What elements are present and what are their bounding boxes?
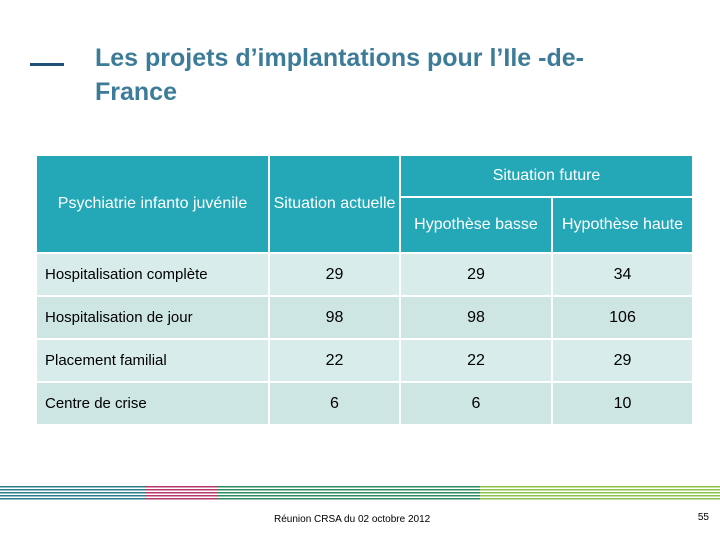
cell-low: 6 [399,381,551,424]
projects-table: Psychiatrie infanto juvénile Situation a… [37,156,692,424]
slide-title: Les projets d’implantations pour l’Ile -… [95,44,584,106]
table-row: Centre de crise 6 6 10 [37,381,692,424]
row-label: Hospitalisation de jour [37,295,268,338]
cell-current: 98 [268,295,399,338]
cell-low: 29 [399,252,551,295]
corner-header: Psychiatrie infanto juvénile [37,156,268,252]
cell-current: 22 [268,338,399,381]
low-hypothesis-header: Hypothèse basse [399,198,551,252]
row-label: Placement familial [37,338,268,381]
future-header: Situation future [399,156,692,198]
row-label: Centre de crise [37,381,268,424]
cell-low: 22 [399,338,551,381]
table-row: Placement familial 22 22 29 [37,338,692,381]
footer-stripes [0,486,720,500]
cell-high: 34 [551,252,692,295]
cell-high: 10 [551,381,692,424]
table-row: Hospitalisation de jour 98 98 106 [37,295,692,338]
footer-text: Réunion CRSA du 02 octobre 2012 [274,514,431,525]
cell-high: 29 [551,338,692,381]
cell-current: 29 [268,252,399,295]
row-label: Hospitalisation complète [37,252,268,295]
cell-current: 6 [268,381,399,424]
high-hypothesis-header: Hypothèse haute [551,198,692,252]
current-header: Situation actuelle [268,156,399,252]
title-accent-bar [30,63,64,66]
cell-high: 106 [551,295,692,338]
table-row: Hospitalisation complète 29 29 34 [37,252,692,295]
cell-low: 98 [399,295,551,338]
page-number: 55 [697,512,709,523]
